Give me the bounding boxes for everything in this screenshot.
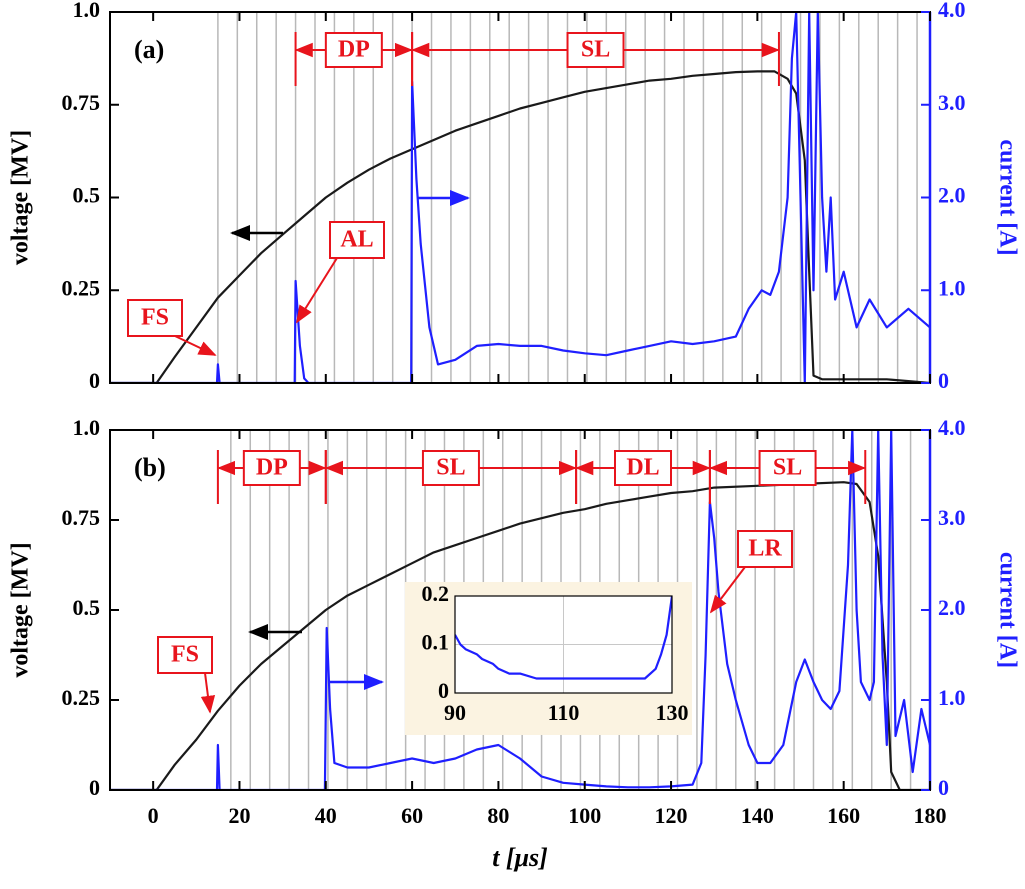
y2-tick-label: 4.0 (938, 0, 966, 22)
callout-arrow (174, 335, 217, 356)
y2-tick-label: 3.0 (938, 90, 966, 115)
x-tick-label: 120 (655, 803, 688, 828)
callout-label: AL (340, 227, 373, 253)
x-tick-label: 20 (228, 803, 250, 828)
panel: 0 0.25 0.5 0.75 1.0 0 1.0 2.0 3.0 4.0 voltage [MV]… (8, 0, 1021, 393)
series-line (455, 596, 672, 680)
y2-tick-label: 2.0 (938, 595, 966, 620)
x-tick-label: 140 (741, 803, 774, 828)
callout-label: LR (748, 536, 782, 562)
x-tick-label: 160 (827, 803, 860, 828)
inset-x-tick-label: 110 (548, 700, 580, 725)
y-tick-label: 1.0 (73, 415, 101, 440)
inset-y-tick-label: 0.1 (422, 630, 450, 655)
callout-box (737, 530, 793, 568)
panel-label: (a) (134, 35, 164, 64)
y-tick-label: 0.75 (62, 90, 101, 115)
inset: 90 110 130 0 0.1 0.2 (405, 581, 692, 735)
region-label: SL (773, 455, 802, 481)
inset-x-tick-label: 130 (656, 700, 689, 725)
x-axis-label: t [μs] (492, 843, 548, 872)
y2-tick-label: 3.0 (938, 505, 966, 530)
inset-y-tick-label: 0.2 (422, 581, 450, 606)
panel-label: (b) (134, 453, 166, 482)
inset-frame (454, 595, 673, 694)
region-label: SL (436, 455, 465, 481)
region-box (421, 450, 480, 486)
y-tick-label: 0.25 (62, 275, 101, 300)
series-line (110, 430, 930, 790)
y-tick-label: 0 (89, 368, 100, 393)
y2-tick-label: 1.0 (938, 685, 966, 710)
region-box (242, 450, 301, 486)
region-box (324, 32, 383, 68)
y2-tick-label: 0 (938, 775, 949, 800)
callout-arrow (200, 672, 216, 714)
y-tick-label: 0.75 (62, 505, 101, 530)
region-box (614, 450, 672, 486)
callout-box (127, 299, 183, 337)
region-box (566, 32, 625, 68)
y2-tick-label: 4.0 (938, 415, 966, 440)
y2-tick-label: 2.0 (938, 183, 966, 208)
region-label: SL (581, 37, 610, 63)
y2-axis-label: current [A] (994, 139, 1020, 255)
x-tick-label: 100 (568, 803, 601, 828)
inset-x-tick-label: 90 (444, 700, 466, 725)
region-label: DP (256, 455, 288, 481)
y2-tick-label: 0 (938, 368, 949, 393)
y-tick-label: 1.0 (73, 0, 101, 22)
callout-arrow (709, 566, 746, 614)
callout-box (157, 636, 213, 674)
x-tick-label: 40 (315, 803, 337, 828)
y2-axis-label: current [A] (994, 552, 1020, 668)
callout-label: FS (171, 642, 199, 668)
region-box (758, 450, 817, 486)
callout-label: FS (141, 305, 169, 331)
series-line (110, 70, 930, 383)
x-tick-label: 180 (914, 803, 947, 828)
y-tick-label: 0.5 (73, 595, 101, 620)
series-line (110, 481, 930, 790)
y2-tick-label: 1.0 (938, 275, 966, 300)
x-tick-label: 80 (487, 803, 509, 828)
series-line (110, 12, 930, 383)
y-axis-label: voltage [MV] (8, 542, 34, 677)
inset-y-tick-label: 0 (438, 678, 449, 703)
y-axis-label: voltage [MV] (8, 130, 34, 265)
y-tick-label: 0.5 (73, 183, 101, 208)
region-label: DL (626, 455, 659, 481)
y-tick-label: 0 (89, 775, 100, 800)
callout-arrow (296, 257, 338, 324)
x-tick-label: 60 (401, 803, 423, 828)
region-label: DP (338, 37, 370, 63)
callout-box (329, 221, 385, 259)
x-tick-label: 0 (148, 803, 159, 828)
y-tick-label: 0.25 (62, 685, 101, 710)
